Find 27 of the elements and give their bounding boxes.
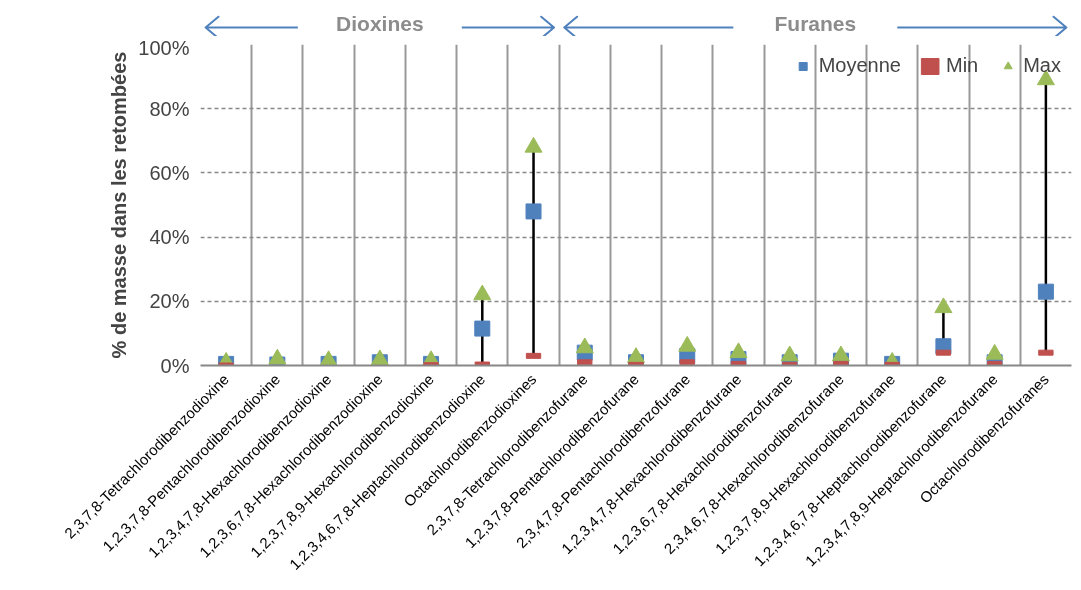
point — [575, 337, 594, 354]
point — [474, 320, 491, 337]
point — [934, 297, 953, 314]
point — [831, 345, 850, 362]
point — [268, 348, 287, 365]
text: Furanes — [774, 12, 857, 36]
y-tick-label: 40% — [149, 226, 190, 249]
y-tick-label: 100% — [138, 36, 190, 59]
point — [319, 350, 338, 366]
y-tick-label: 0% — [160, 354, 190, 377]
point — [627, 347, 645, 363]
legend-label: Moyenne — [818, 54, 901, 77]
point — [524, 136, 543, 153]
legend-label: Min — [945, 54, 979, 77]
point — [780, 345, 799, 362]
point — [370, 349, 389, 366]
text: Dioxines — [336, 12, 424, 36]
y-tick-label: 80% — [149, 97, 190, 120]
point — [729, 342, 748, 359]
y-tick-label: 20% — [149, 290, 190, 313]
point — [678, 335, 697, 352]
legend-label: Max — [1023, 54, 1061, 77]
y-axis-title: % de masse dans les retombées — [108, 51, 131, 359]
point — [1037, 283, 1054, 300]
point — [473, 284, 492, 301]
y-tick-label: 60% — [149, 161, 190, 184]
point — [985, 343, 1004, 360]
